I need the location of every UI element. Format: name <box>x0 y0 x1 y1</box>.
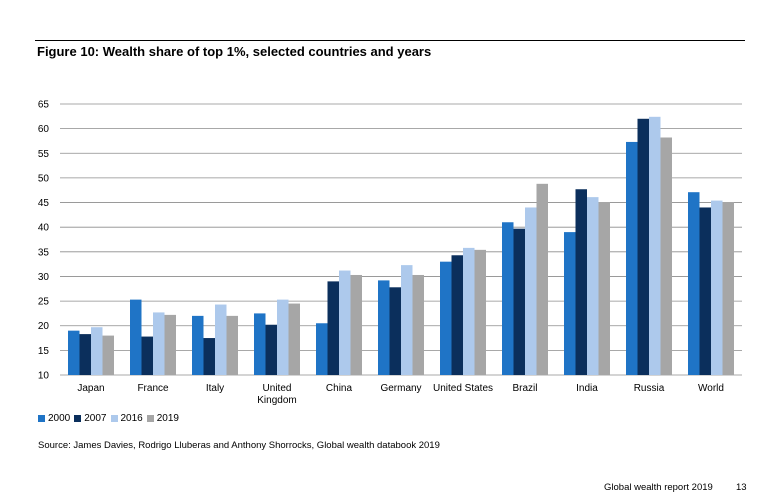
top-rule <box>35 40 745 41</box>
bar-2016 <box>649 116 661 375</box>
legend-label-2000: 2000 <box>48 413 71 424</box>
bar-2019 <box>660 137 672 375</box>
x-tick-label: China <box>326 383 353 394</box>
bar-2007 <box>141 336 153 375</box>
bar-2019 <box>474 249 486 375</box>
bar-2019 <box>412 274 424 375</box>
bar-2016 <box>711 200 723 375</box>
bar-2016 <box>215 304 227 375</box>
bar-2000 <box>192 315 204 375</box>
bar-2016 <box>153 312 165 375</box>
bar-2000 <box>564 232 576 375</box>
bar-2007 <box>327 281 339 375</box>
bar-2000 <box>440 261 452 375</box>
bar-2000 <box>130 299 142 375</box>
y-tick-label: 15 <box>38 346 50 357</box>
bar-2019 <box>350 274 362 375</box>
bar-2000 <box>502 222 514 375</box>
bar-2007 <box>451 255 463 375</box>
bar-2019 <box>164 314 176 375</box>
y-tick-label: 20 <box>38 321 50 332</box>
bar-2016 <box>277 299 289 375</box>
bar-2007 <box>265 324 277 375</box>
bar-2019 <box>598 202 610 375</box>
legend-item-2000: 2000 <box>38 413 70 424</box>
legend-swatch-2000 <box>38 415 45 422</box>
x-tick-label: India <box>576 383 598 394</box>
y-tick-label: 10 <box>38 371 50 382</box>
bar-2000 <box>316 323 328 375</box>
bar-2007 <box>637 118 649 376</box>
y-tick-label: 65 <box>38 100 50 111</box>
bar-2007 <box>575 189 587 375</box>
bar-2019 <box>102 335 114 375</box>
bar-2019 <box>536 183 548 375</box>
legend-swatch-2007 <box>74 415 82 422</box>
bar-2016 <box>401 265 413 375</box>
legend-label-2019: 2019 <box>156 413 179 424</box>
bar-2007 <box>699 207 711 375</box>
bar-2019 <box>722 202 734 375</box>
y-tick-label: 55 <box>38 149 50 160</box>
x-tick-label: Italy <box>206 383 224 394</box>
x-tick-label: World <box>698 383 724 394</box>
bar-2019 <box>288 303 300 375</box>
y-tick-label: 45 <box>38 198 50 209</box>
y-tick-label: 35 <box>38 247 50 258</box>
x-tick-label: France <box>137 383 169 394</box>
y-tick-label: 40 <box>38 223 50 234</box>
bar-2007 <box>389 287 401 375</box>
page-number: 13 <box>736 482 747 493</box>
footer-report-name: Global wealth report 2019 <box>604 482 713 493</box>
x-tick-label: Germany <box>380 383 421 394</box>
x-tick-label: United <box>263 383 292 394</box>
bar-2000 <box>68 330 80 375</box>
legend-item-2019: 2019 <box>146 413 179 424</box>
source-note: Source: James Davies, Rodrigo Lluberas a… <box>38 440 440 451</box>
y-tick-label: 60 <box>38 124 50 135</box>
x-tick-label: Brazil <box>512 383 537 394</box>
bar-2016 <box>339 270 351 375</box>
legend-item-2016: 2016 <box>110 413 143 424</box>
bar-2016 <box>91 327 103 375</box>
bar-2000 <box>378 280 390 375</box>
bar-2007 <box>513 228 525 375</box>
y-tick-label: 50 <box>38 173 50 184</box>
x-tick-label: United States <box>433 383 493 394</box>
bar-2016 <box>463 247 475 375</box>
y-tick-label: 25 <box>38 297 50 308</box>
bar-2016 <box>587 197 599 375</box>
bar-2000 <box>626 141 638 375</box>
bar-2007 <box>79 334 91 375</box>
bar-2019 <box>226 315 238 375</box>
x-tick-label: Russia <box>634 383 665 394</box>
chart-legend: 2000 2007 2016 2019 <box>38 413 183 424</box>
y-tick-label: 30 <box>38 272 50 283</box>
legend-swatch-2019 <box>146 415 154 422</box>
bar-2000 <box>688 192 700 375</box>
bar-2007 <box>203 338 215 375</box>
bar-2000 <box>254 313 266 375</box>
legend-item-2007: 2007 <box>74 413 107 424</box>
x-tick-label: Japan <box>77 383 104 394</box>
legend-label-2007: 2007 <box>84 413 107 424</box>
x-tick-label: Kingdom <box>257 395 296 406</box>
figure-title: Figure 10: Wealth share of top 1%, selec… <box>37 44 432 59</box>
legend-swatch-2016 <box>110 415 118 422</box>
bar-2016 <box>525 207 537 375</box>
legend-label-2016: 2016 <box>120 413 143 424</box>
bar-chart: 10 15 20 25 30 35 40 45 50 55 60 65 Japan France Italy… <box>38 100 742 406</box>
